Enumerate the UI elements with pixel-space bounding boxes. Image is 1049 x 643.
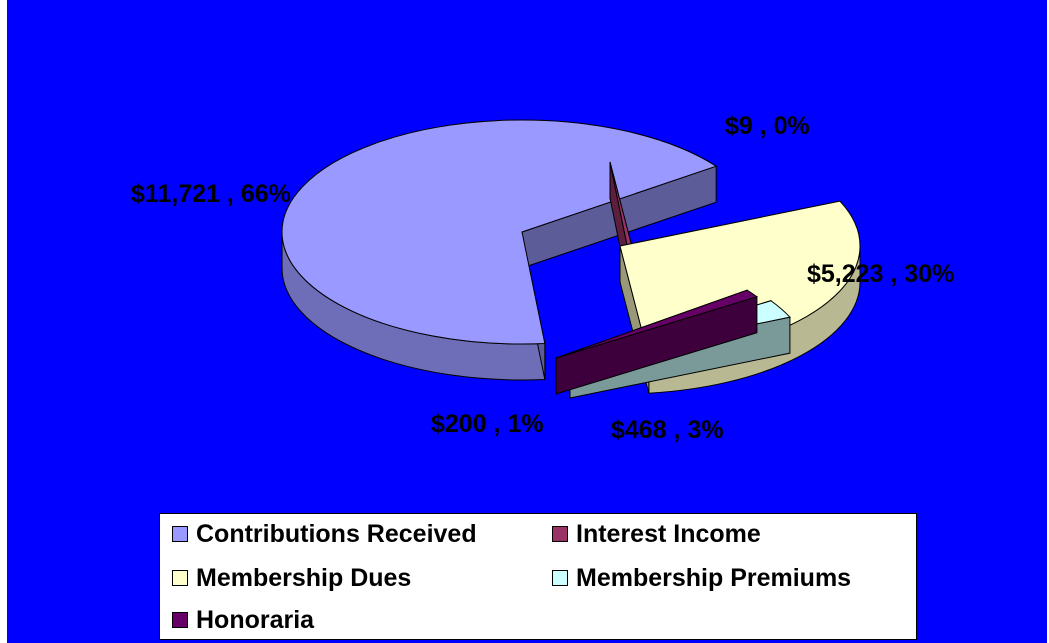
data-label-contributions-received: $11,721 , 66%	[131, 180, 291, 208]
legend-swatch	[552, 526, 568, 542]
legend-swatch	[552, 570, 568, 586]
legend-item-contributions-received: Contributions Received	[172, 518, 477, 550]
legend-item-honoraria: Honoraria	[172, 604, 314, 636]
pie-slice-honoraria	[555, 289, 759, 395]
pie-chart: $11,721 , 66% $9 , 0% $5,223 , 30% $468 , 3…	[131, 112, 954, 444]
data-label-membership-premiums: $468 , 3%	[611, 416, 724, 444]
pie-slice-contributions-received	[281, 119, 718, 381]
legend-item-membership-premiums: Membership Premiums	[552, 562, 851, 594]
legend-swatch	[172, 570, 188, 586]
legend-item-interest-income: Interest Income	[552, 518, 761, 550]
legend-swatch	[172, 526, 188, 542]
legend-label: Contributions Received	[196, 519, 477, 548]
chart-area: $11,721 , 66% $9 , 0% $5,223 , 30% $468 , 3…	[7, 0, 1047, 643]
data-label-honoraria: $200 , 1%	[431, 410, 544, 438]
data-label-interest-income: $9 , 0%	[725, 112, 810, 140]
legend-swatch	[172, 612, 188, 628]
legend-item-membership-dues: Membership Dues	[172, 562, 411, 594]
legend-label: Membership Dues	[196, 563, 412, 592]
legend-label: Membership Premiums	[576, 563, 852, 592]
data-label-membership-dues: $5,223 , 30%	[807, 260, 954, 288]
legend: Contributions Received Interest Income M…	[159, 513, 917, 640]
legend-label: Honoraria	[196, 605, 315, 634]
legend-label: Interest Income	[576, 519, 761, 548]
